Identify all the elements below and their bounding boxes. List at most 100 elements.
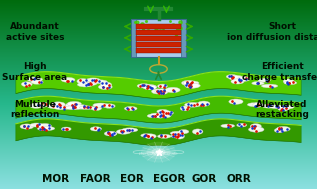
Text: Abundant
active sites: Abundant active sites (6, 22, 64, 42)
Ellipse shape (274, 128, 284, 133)
Ellipse shape (238, 77, 250, 81)
Polygon shape (16, 72, 301, 98)
Ellipse shape (175, 134, 184, 139)
Text: ORR: ORR (227, 174, 252, 184)
Ellipse shape (122, 128, 138, 132)
Ellipse shape (77, 82, 93, 87)
Polygon shape (16, 119, 301, 146)
Ellipse shape (54, 105, 70, 110)
Ellipse shape (179, 129, 189, 134)
Ellipse shape (249, 127, 264, 132)
Ellipse shape (182, 80, 195, 86)
Ellipse shape (158, 134, 171, 138)
Ellipse shape (147, 114, 161, 118)
Text: EOR: EOR (120, 174, 144, 184)
Ellipse shape (250, 124, 262, 129)
Ellipse shape (27, 77, 42, 82)
Ellipse shape (107, 132, 117, 136)
Ellipse shape (226, 74, 238, 79)
Ellipse shape (150, 113, 166, 117)
Ellipse shape (61, 127, 71, 131)
Ellipse shape (37, 127, 49, 131)
Ellipse shape (229, 75, 244, 80)
Text: Short
ion diffusion distance: Short ion diffusion distance (227, 22, 317, 42)
Text: FAOR: FAOR (80, 174, 110, 184)
Ellipse shape (51, 102, 65, 107)
Ellipse shape (86, 82, 97, 85)
Text: MOR: MOR (42, 174, 69, 184)
Circle shape (152, 148, 165, 156)
Ellipse shape (262, 84, 278, 88)
Bar (136, 48, 181, 53)
Ellipse shape (258, 78, 270, 82)
Bar (136, 36, 181, 41)
Ellipse shape (278, 107, 289, 111)
Ellipse shape (184, 102, 201, 107)
Bar (136, 30, 181, 35)
Ellipse shape (20, 124, 34, 129)
Ellipse shape (91, 106, 101, 110)
Ellipse shape (116, 129, 131, 134)
Ellipse shape (65, 106, 81, 110)
Ellipse shape (86, 78, 100, 82)
Ellipse shape (38, 102, 49, 107)
Ellipse shape (155, 90, 165, 94)
Ellipse shape (284, 81, 297, 85)
Ellipse shape (278, 105, 294, 109)
Ellipse shape (156, 89, 168, 94)
Ellipse shape (183, 81, 199, 85)
Ellipse shape (103, 104, 115, 108)
Ellipse shape (47, 104, 64, 109)
Ellipse shape (124, 106, 137, 111)
Ellipse shape (247, 103, 262, 107)
Ellipse shape (61, 77, 75, 82)
Ellipse shape (104, 131, 117, 136)
Ellipse shape (231, 79, 244, 84)
Ellipse shape (30, 103, 42, 108)
Ellipse shape (38, 124, 51, 129)
Ellipse shape (276, 126, 290, 132)
Ellipse shape (145, 134, 156, 139)
Bar (131, 19, 186, 57)
Ellipse shape (283, 79, 294, 84)
Ellipse shape (270, 105, 282, 108)
Polygon shape (16, 96, 301, 123)
Ellipse shape (237, 123, 247, 127)
Ellipse shape (77, 78, 88, 84)
Bar (136, 24, 181, 29)
Ellipse shape (40, 126, 55, 131)
Ellipse shape (252, 81, 264, 85)
Ellipse shape (98, 84, 112, 90)
Ellipse shape (100, 82, 112, 88)
Text: EGOR: EGOR (153, 174, 186, 184)
Text: GOR: GOR (192, 174, 217, 184)
Ellipse shape (262, 104, 276, 108)
Ellipse shape (154, 113, 166, 118)
Ellipse shape (180, 106, 190, 111)
Ellipse shape (192, 129, 203, 134)
Ellipse shape (160, 112, 171, 118)
Ellipse shape (66, 102, 79, 108)
Ellipse shape (158, 84, 167, 88)
Ellipse shape (157, 109, 169, 113)
Circle shape (141, 142, 176, 163)
Bar (136, 42, 181, 47)
Ellipse shape (67, 101, 81, 106)
Bar (181, 19, 186, 57)
Circle shape (146, 145, 171, 159)
Ellipse shape (253, 103, 263, 107)
Ellipse shape (92, 80, 107, 84)
Ellipse shape (185, 83, 200, 88)
Ellipse shape (152, 89, 164, 94)
Ellipse shape (170, 131, 184, 135)
Ellipse shape (163, 111, 173, 115)
Text: Multiple
reflection: Multiple reflection (10, 100, 60, 119)
Text: ElsevierNanoscale: ElsevierNanoscale (139, 152, 178, 156)
Text: Alleviated
restacking: Alleviated restacking (255, 100, 309, 119)
Ellipse shape (141, 134, 151, 137)
Text: Efficient
charge transfer: Efficient charge transfer (242, 62, 317, 81)
Ellipse shape (90, 127, 101, 131)
Ellipse shape (142, 84, 157, 89)
Ellipse shape (31, 80, 43, 84)
Circle shape (155, 150, 162, 154)
